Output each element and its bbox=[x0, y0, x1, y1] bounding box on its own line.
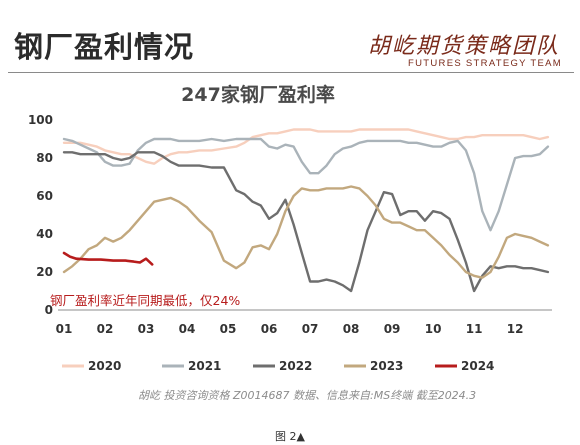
legend-label-2024: 2024 bbox=[461, 359, 494, 373]
x-tick-label: 10 bbox=[425, 322, 442, 336]
y-tick-label: 0 bbox=[45, 303, 53, 317]
y-tick-label: 20 bbox=[36, 265, 53, 279]
x-tick-label: 08 bbox=[343, 322, 360, 336]
x-tick-label: 01 bbox=[56, 322, 73, 336]
legend-label-2020: 2020 bbox=[88, 359, 121, 373]
chart-title: 247家钢厂盈利率 bbox=[181, 83, 335, 106]
chart-legend: 2020 2021 2022 2023 2024 bbox=[62, 359, 494, 373]
x-axis-ticks: 01 02 03 04 05 06 07 08 09 10 11 12 bbox=[56, 322, 524, 336]
x-tick-label: 03 bbox=[138, 322, 155, 336]
series-lines bbox=[62, 128, 550, 293]
legend-label-2023: 2023 bbox=[370, 359, 403, 373]
x-tick-label: 02 bbox=[97, 322, 114, 336]
x-tick-label: 05 bbox=[220, 322, 237, 336]
y-tick-label: 60 bbox=[36, 189, 53, 203]
series-line-2020 bbox=[62, 128, 550, 165]
series-line-2023 bbox=[62, 185, 550, 279]
x-tick-label: 11 bbox=[466, 322, 483, 336]
legend-label-2021: 2021 bbox=[188, 359, 221, 373]
series-line-2024 bbox=[62, 251, 154, 266]
x-tick-label: 06 bbox=[261, 322, 278, 336]
y-axis-ticks: 0 20 40 60 80 100 bbox=[28, 113, 53, 317]
x-tick-label: 04 bbox=[179, 322, 196, 336]
team-logo: 胡屹期货策略团队 bbox=[367, 34, 560, 59]
chart-annotation: 钢厂盈利率近年同期最低，仅24% bbox=[50, 293, 240, 308]
source-note: 胡屹 投资咨询资格 Z0014687 数据、信息来自:MS终端 截至2024.3 bbox=[138, 389, 477, 402]
title-divider bbox=[8, 72, 574, 73]
page-title: 钢厂盈利情况 bbox=[14, 30, 195, 64]
x-tick-label: 07 bbox=[302, 322, 319, 336]
x-tick-label: 12 bbox=[507, 322, 524, 336]
y-tick-label: 40 bbox=[36, 227, 53, 241]
team-logo-subtitle: FUTURES STRATEGY TEAM bbox=[408, 58, 562, 69]
x-tick-label: 09 bbox=[384, 322, 401, 336]
legend-label-2022: 2022 bbox=[279, 359, 312, 373]
y-tick-label: 100 bbox=[28, 113, 53, 127]
y-tick-label: 80 bbox=[36, 151, 53, 165]
series-line-2022 bbox=[62, 151, 550, 293]
figure-caption: 图 2▲ bbox=[275, 430, 305, 443]
series-line-2021 bbox=[62, 137, 550, 232]
